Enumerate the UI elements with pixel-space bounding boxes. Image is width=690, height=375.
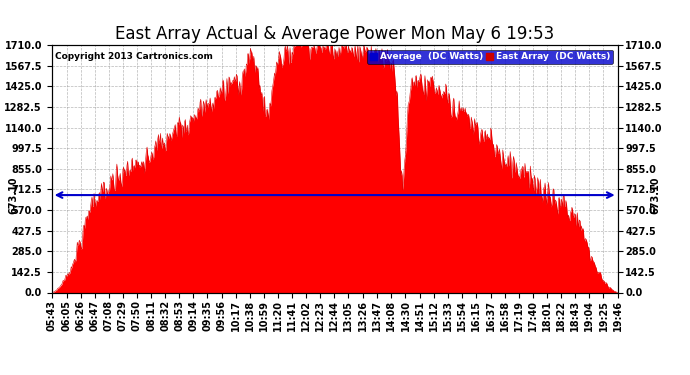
Text: Copyright 2013 Cartronics.com: Copyright 2013 Cartronics.com	[55, 53, 213, 62]
Legend: Average  (DC Watts), East Array  (DC Watts): Average (DC Watts), East Array (DC Watts…	[368, 50, 613, 64]
Text: 673.10: 673.10	[9, 176, 19, 214]
Text: 673.10: 673.10	[651, 176, 660, 214]
Title: East Array Actual & Average Power Mon May 6 19:53: East Array Actual & Average Power Mon Ma…	[115, 26, 554, 44]
